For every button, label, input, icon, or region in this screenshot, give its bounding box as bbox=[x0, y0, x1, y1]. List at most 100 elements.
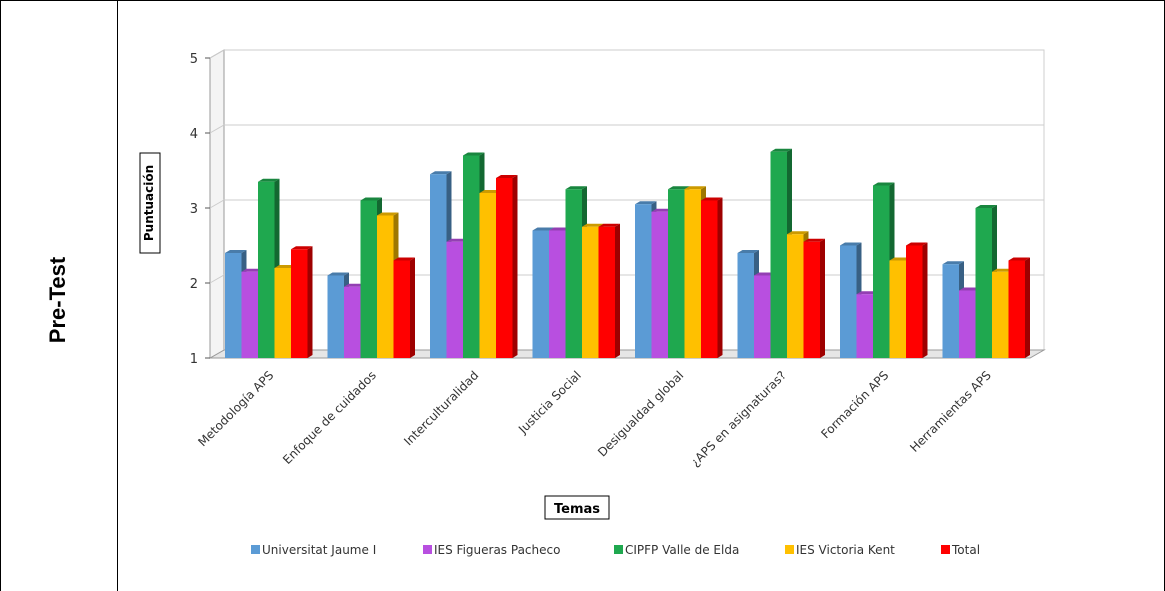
y-tick-label: 3 bbox=[190, 202, 198, 217]
bar-top bbox=[463, 152, 485, 156]
bar-top bbox=[684, 186, 706, 190]
gridline bbox=[209, 124, 1044, 134]
bar-front bbox=[225, 253, 242, 358]
bar-front bbox=[360, 200, 377, 358]
bar-front bbox=[291, 249, 308, 358]
bar-front bbox=[787, 234, 804, 358]
x-tick-label: Justicia Social bbox=[515, 368, 584, 437]
x-axis-title-group: Temas bbox=[544, 495, 610, 520]
bar bbox=[1008, 257, 1030, 358]
bar-front bbox=[668, 189, 685, 358]
bar-front bbox=[344, 286, 361, 358]
y-tick-label: 1 bbox=[190, 352, 198, 367]
bar-front bbox=[258, 181, 275, 358]
bar-top bbox=[258, 178, 280, 182]
bar-side bbox=[410, 257, 415, 358]
bar-side bbox=[922, 242, 928, 358]
bar bbox=[701, 197, 723, 358]
bar-top bbox=[651, 208, 673, 212]
x-axis-title: Temas bbox=[554, 502, 600, 517]
bar bbox=[906, 242, 928, 358]
y-axis-title: Puntuación bbox=[142, 165, 156, 241]
bar-front bbox=[889, 260, 906, 358]
category-labels: Metodología APS Enfoque de cuidados Interc… bbox=[195, 368, 994, 469]
bar-top bbox=[430, 171, 452, 175]
bar-top bbox=[873, 182, 895, 186]
bar-side bbox=[820, 238, 825, 358]
bar-top bbox=[787, 231, 809, 235]
bar bbox=[291, 246, 313, 358]
bar-front bbox=[856, 294, 873, 358]
bar-top bbox=[975, 205, 997, 208]
bar-front bbox=[1008, 260, 1025, 358]
bar-top bbox=[701, 197, 723, 201]
x-tick-label: Formación APS bbox=[818, 368, 891, 441]
bar-top bbox=[446, 238, 468, 242]
legend-label: Total bbox=[951, 543, 980, 557]
bar-top bbox=[598, 223, 620, 227]
bar-top bbox=[770, 148, 792, 152]
bar-top bbox=[274, 265, 296, 268]
bar-top bbox=[906, 242, 928, 246]
bar-front bbox=[463, 155, 480, 358]
legend-swatch bbox=[251, 545, 260, 554]
bar-top bbox=[635, 201, 657, 205]
bar-top bbox=[344, 283, 366, 287]
y-tick-label: 2 bbox=[190, 277, 198, 292]
bar-front bbox=[840, 245, 857, 358]
bar-top bbox=[737, 250, 759, 253]
y-tick-label: 4 bbox=[190, 127, 198, 142]
bar-top bbox=[291, 246, 313, 250]
legend-label: IES Victoria Kent bbox=[796, 543, 895, 557]
legend-swatch bbox=[423, 545, 432, 554]
legend-swatch bbox=[941, 545, 950, 554]
bar bbox=[393, 257, 415, 358]
bar-front bbox=[274, 268, 291, 358]
bar-front bbox=[701, 200, 718, 358]
bar-front bbox=[393, 260, 410, 358]
bar-front bbox=[873, 185, 890, 358]
bar-top bbox=[360, 197, 382, 201]
bar-front bbox=[241, 271, 258, 358]
y-tick-label: 5 bbox=[190, 52, 198, 67]
ticks-layer: 1 2 3 4 5 bbox=[190, 52, 210, 367]
bar-side bbox=[1025, 257, 1030, 358]
x-tick-label: ¿APS en asignaturas? bbox=[688, 368, 789, 469]
bar-side bbox=[512, 175, 518, 358]
bar-front bbox=[737, 253, 754, 358]
bar-front bbox=[565, 189, 582, 358]
bar-top bbox=[532, 227, 554, 231]
legend-label: IES Figueras Pacheco bbox=[434, 543, 560, 557]
bar-side bbox=[615, 223, 620, 358]
bar-front bbox=[975, 208, 992, 358]
bar-top bbox=[889, 257, 911, 261]
bar-top bbox=[942, 261, 964, 265]
bar-front bbox=[327, 275, 344, 358]
bar-front bbox=[959, 290, 976, 358]
bar-top bbox=[549, 227, 571, 231]
bar-top bbox=[754, 272, 776, 276]
bar-front bbox=[549, 230, 566, 358]
x-tick-label: Interculturalidad bbox=[401, 368, 481, 448]
bar-front bbox=[770, 151, 787, 358]
bar-top bbox=[393, 257, 415, 261]
bar-front bbox=[532, 230, 549, 358]
bar-side bbox=[307, 246, 313, 358]
bar-front bbox=[906, 245, 923, 358]
bar-top bbox=[565, 186, 587, 190]
x-tick-label: Desigualdad global bbox=[595, 368, 686, 459]
bar-side bbox=[717, 197, 723, 358]
gridline bbox=[209, 49, 1044, 59]
bar bbox=[803, 238, 825, 358]
bar-top bbox=[1008, 257, 1030, 261]
bar-front bbox=[377, 215, 394, 358]
bar-top bbox=[496, 175, 518, 178]
bar-top bbox=[241, 268, 263, 272]
bar-front bbox=[598, 226, 615, 358]
bar-front bbox=[582, 226, 599, 358]
column-divider bbox=[117, 0, 118, 591]
x-tick-label: Metodología APS bbox=[195, 368, 276, 449]
legend: Universitat Jaume I IES Figueras Pacheco C… bbox=[251, 543, 980, 557]
bar-front bbox=[651, 211, 668, 358]
